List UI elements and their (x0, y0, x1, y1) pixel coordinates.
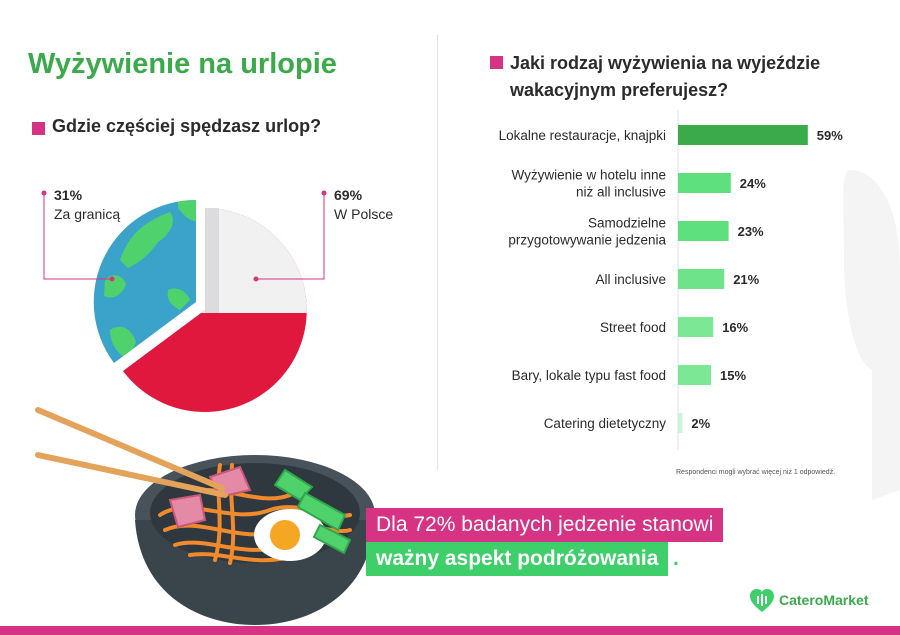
bar-category-label: niż all inclusive (576, 185, 666, 200)
bar (678, 365, 711, 385)
pie-leader-lines (43, 193, 325, 280)
bar-category-label: Wyżywienie w hotelu inne (512, 168, 666, 183)
pie-slice-abroad (93, 199, 196, 363)
question-marker (32, 122, 45, 135)
pie-value-abroad: 31% (54, 187, 83, 203)
bar-category-label: Samodzielne (588, 216, 666, 231)
pie-label-abroad: 31% Za granicą (54, 186, 120, 224)
fork-decoration-icon (843, 170, 900, 500)
bar (678, 269, 725, 289)
leader-dot (253, 276, 259, 282)
bar (678, 413, 683, 433)
bar-category-label: All inclusive (595, 272, 666, 287)
leader-dot (321, 190, 327, 196)
headline-line-2: ważny aspekt podróżowania (366, 542, 669, 576)
bar-category-label: Bary, lokale typu fast food (512, 368, 666, 383)
bar-value-label: 2% (691, 416, 710, 431)
bar (678, 173, 731, 193)
bar (678, 125, 808, 145)
bar-value-label: 15% (720, 368, 746, 383)
food-bowl-illustration-icon (35, 407, 375, 625)
bar-chart: 59% Lokalne restauracje, knajpki 24% Wyżywi… (499, 110, 843, 450)
bar (678, 221, 729, 241)
pie-question: Gdzie częściej spędzasz urlop? (52, 116, 322, 136)
pie-chart (41, 190, 327, 412)
bar-category-label: Street food (600, 320, 666, 335)
headline-dot: . (673, 547, 679, 570)
question-marker (490, 56, 503, 69)
pie-category-abroad: Za granicą (54, 206, 121, 222)
bottom-bar (0, 626, 900, 635)
leader-dot (41, 190, 47, 196)
bar-value-label: 24% (740, 176, 766, 191)
pie-slice-poland (123, 208, 307, 412)
pie-value-poland: 69% (334, 187, 363, 203)
brand-logo-icon (750, 589, 774, 612)
pie-category-poland: W Polsce (334, 206, 394, 222)
page-title: Wyżywienie na urlopie (28, 48, 337, 80)
divider (437, 35, 438, 470)
bar (678, 317, 714, 337)
bar-value-label: 23% (738, 224, 764, 239)
bar-category-label: Lokalne restauracje, knajpki (499, 128, 666, 143)
bar-value-label: 16% (722, 320, 748, 335)
headline-line-1: Dla 72% badanych jedzenie stanowi (366, 508, 724, 542)
pie-label-poland: 69% W Polsce (334, 186, 393, 224)
chopsticks-icon (35, 407, 228, 498)
bar-value-label: 59% (817, 128, 843, 143)
leader-dot (109, 276, 115, 282)
bar-value-label: 21% (733, 272, 759, 287)
bar-category-label: przygotowywanie jedzenia (508, 233, 666, 248)
footnote: Respondenci mogli wybrać więcej niż 1 od… (676, 469, 836, 476)
bar-question: Jaki rodzaj wyżywienia na wyjeździe waka… (510, 53, 821, 100)
bar-category-label: Catering dietetyczny (544, 416, 667, 431)
brand-name: CateroMarket (779, 592, 869, 608)
